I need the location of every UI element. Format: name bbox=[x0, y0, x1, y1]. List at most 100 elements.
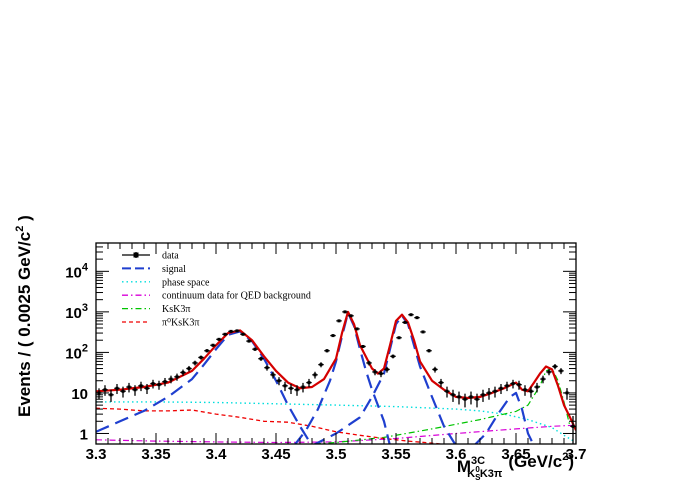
data-point bbox=[210, 343, 216, 347]
data-point bbox=[300, 382, 306, 393]
data-point bbox=[540, 375, 546, 384]
data-point bbox=[168, 375, 174, 384]
y-tick-label: 102 bbox=[65, 342, 88, 362]
data-point bbox=[372, 369, 378, 376]
series-line-signal-1 bbox=[96, 330, 313, 444]
data-point bbox=[384, 366, 390, 373]
data-point bbox=[198, 355, 204, 360]
data-point bbox=[498, 384, 504, 395]
data-point bbox=[450, 389, 456, 402]
series-line-ksk3 bbox=[304, 367, 571, 444]
data-point bbox=[438, 378, 444, 388]
legend-item-signal: signal bbox=[122, 264, 186, 275]
data-point bbox=[228, 329, 234, 333]
x-tick-label: 3.3 bbox=[86, 446, 107, 463]
data-point bbox=[294, 385, 300, 396]
data-points bbox=[96, 310, 576, 444]
x-tick-label: 3.55 bbox=[381, 446, 410, 463]
legend-item-data: data bbox=[122, 251, 179, 262]
data-point bbox=[474, 393, 480, 408]
data-point bbox=[264, 365, 270, 371]
series-line-signal-2 bbox=[293, 311, 391, 444]
x-tick-label: 3.35 bbox=[141, 446, 170, 463]
y-tick-label: 104 bbox=[65, 261, 89, 281]
data-point bbox=[192, 360, 198, 366]
data-point bbox=[222, 332, 228, 336]
data-point bbox=[138, 381, 144, 392]
data-point bbox=[468, 391, 474, 405]
data-point bbox=[366, 360, 372, 366]
data-point bbox=[444, 386, 450, 398]
x-tick-label: 3.4 bbox=[206, 446, 228, 463]
data-point bbox=[186, 365, 192, 372]
data-point bbox=[354, 327, 360, 331]
legend-item-continuum-data-for-qed-background: continuum data for QED background bbox=[122, 291, 311, 302]
data-point bbox=[282, 381, 288, 392]
data-point bbox=[480, 389, 486, 402]
legend-item-phase-space: phase space bbox=[122, 277, 210, 288]
data-point bbox=[528, 386, 534, 398]
data-point bbox=[318, 362, 324, 368]
data-point bbox=[330, 334, 336, 338]
data-point bbox=[108, 389, 114, 402]
data-point bbox=[270, 371, 276, 379]
data-point bbox=[360, 344, 366, 349]
x-tick-label: 3.7 bbox=[566, 446, 587, 463]
data-point bbox=[348, 314, 354, 318]
x-tick-label: 3.6 bbox=[446, 446, 467, 463]
data-point bbox=[246, 339, 252, 343]
data-point bbox=[132, 385, 138, 396]
y-axis: 1 10 102 103 104 bbox=[65, 242, 576, 443]
y-tick-label: 1 bbox=[80, 426, 88, 443]
legend-item-ksk3: π⁰KsK3π bbox=[122, 318, 199, 329]
data-point bbox=[144, 384, 150, 395]
x-tick-label: 3.45 bbox=[261, 446, 290, 463]
data-point bbox=[174, 373, 180, 381]
x-tick-label: 3.5 bbox=[326, 446, 347, 463]
y-tick-label: 10 bbox=[71, 386, 88, 403]
data-point bbox=[546, 369, 552, 376]
data-point bbox=[516, 380, 522, 390]
data-point bbox=[204, 349, 210, 353]
data-point bbox=[420, 330, 426, 334]
series-line-signal-4 bbox=[474, 391, 535, 444]
data-point bbox=[180, 369, 186, 376]
data-point bbox=[402, 320, 408, 324]
data-point bbox=[126, 382, 132, 393]
data-point bbox=[156, 380, 162, 390]
data-point bbox=[312, 371, 318, 379]
svg-text:π⁰KsK3π: π⁰KsK3π bbox=[162, 318, 199, 329]
data-point bbox=[462, 393, 468, 408]
data-point bbox=[378, 370, 384, 378]
series-line-continuum-data-for-qed-background bbox=[96, 424, 576, 444]
data-point bbox=[240, 332, 246, 336]
data-point bbox=[216, 337, 222, 341]
svg-text:continuum data for QED backgro: continuum data for QED background bbox=[162, 291, 311, 302]
svg-text:phase space: phase space bbox=[162, 277, 210, 288]
svg-text:KsK3π: KsK3π bbox=[162, 304, 190, 315]
x-tick-label: 3.65 bbox=[501, 446, 530, 463]
data-point bbox=[492, 386, 498, 398]
data-point bbox=[276, 377, 282, 386]
data-point bbox=[120, 386, 126, 398]
data-point bbox=[414, 316, 420, 320]
data-point bbox=[336, 319, 342, 323]
data-point bbox=[102, 385, 108, 396]
series-line-phase-space bbox=[96, 401, 576, 444]
svg-text:data: data bbox=[162, 251, 179, 262]
data-point bbox=[234, 329, 240, 333]
legend-item-ksk3: KsK3π bbox=[122, 304, 190, 315]
data-point bbox=[252, 347, 258, 351]
x-axis-title: M3C KS0K3π(GeV/c2) bbox=[457, 451, 574, 482]
data-point bbox=[114, 384, 120, 395]
data-point bbox=[342, 310, 348, 314]
data-point bbox=[390, 354, 396, 359]
data-point bbox=[408, 313, 414, 317]
y-tick-label: 103 bbox=[65, 302, 88, 322]
data-point bbox=[288, 384, 294, 395]
data-point bbox=[486, 388, 492, 400]
data-point bbox=[306, 378, 312, 388]
data-point bbox=[510, 379, 516, 389]
data-point bbox=[558, 368, 564, 375]
